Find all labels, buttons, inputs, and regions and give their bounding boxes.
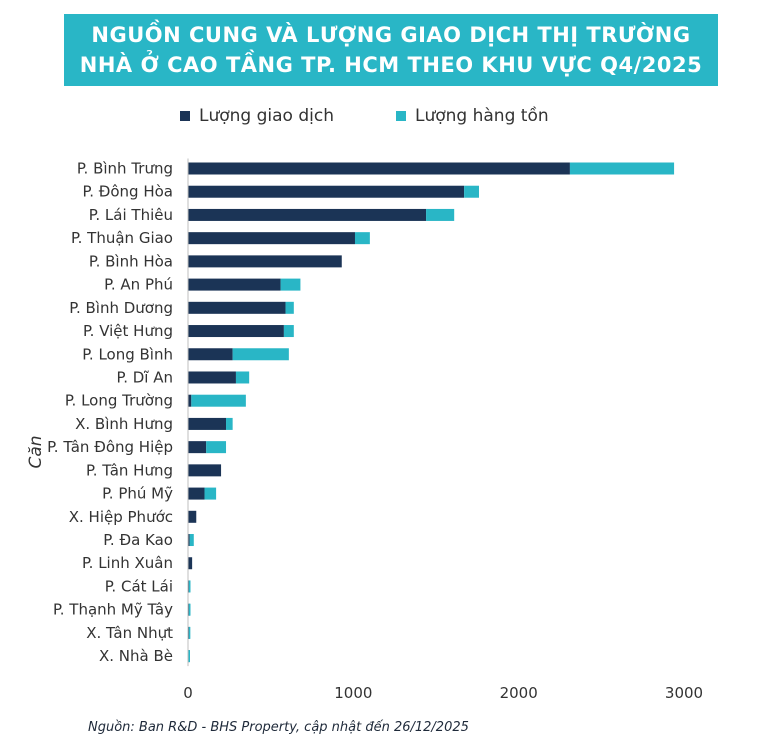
category-label: P. Phú Mỹ xyxy=(102,485,173,503)
bar-giao-dich xyxy=(188,278,281,291)
bar-giao-dich xyxy=(188,255,342,268)
bar-giao-dich xyxy=(188,325,284,338)
bar-giao-dich xyxy=(188,417,227,430)
x-tick-label: 1000 xyxy=(334,684,372,702)
bar-giao-dich xyxy=(188,348,233,361)
legend: Lượng giao dịch Lượng hàng tồn xyxy=(180,106,549,126)
bar-hang-ton xyxy=(354,232,370,245)
category-label: P. Tân Đông Hiệp xyxy=(47,438,173,456)
category-label: P. Bình Hòa xyxy=(89,252,173,270)
bar-giao-dich xyxy=(188,464,222,477)
category-label: P. Long Trường xyxy=(65,392,173,410)
bar-giao-dich xyxy=(188,162,570,175)
bar-giao-dich xyxy=(188,534,190,547)
category-label: P. Linh Xuân xyxy=(82,554,173,572)
bar-giao-dich xyxy=(188,371,236,384)
bar-hang-ton xyxy=(426,208,455,221)
bar-giao-dich xyxy=(188,510,197,523)
bar-hang-ton xyxy=(206,441,227,454)
category-label: X. Tân Nhựt xyxy=(86,624,173,642)
category-label: P. Thạnh Mỹ Tây xyxy=(53,601,173,619)
category-label: P. Thuận Giao xyxy=(71,229,173,247)
bar-giao-dich xyxy=(188,301,286,314)
bar-hang-ton xyxy=(235,371,250,384)
bar-hang-ton xyxy=(188,603,191,616)
bar-giao-dich xyxy=(188,487,205,500)
bar-hang-ton xyxy=(280,278,301,291)
category-label: P. An Phú xyxy=(104,276,173,294)
x-tick-label: 0 xyxy=(183,684,193,702)
category-label: P. Cát Lái xyxy=(105,577,173,595)
bar-hang-ton xyxy=(188,580,191,593)
bars-group xyxy=(188,162,675,663)
legend-item-giao-dich: Lượng giao dịch xyxy=(180,106,334,126)
category-label: P. Bình Dương xyxy=(69,299,173,317)
category-label: P. Tân Hưng xyxy=(86,461,173,479)
bar-hang-ton xyxy=(188,650,190,663)
bar-giao-dich xyxy=(188,232,355,245)
category-label: X. Hiệp Phước xyxy=(69,508,173,526)
category-label: X. Nhà Bè xyxy=(99,647,173,665)
bar-giao-dich xyxy=(188,557,193,570)
x-tick-label: 2000 xyxy=(500,684,538,702)
bar-hang-ton xyxy=(285,301,294,314)
y-axis-label: Căn xyxy=(26,435,46,468)
category-label: P. Lái Thiêu xyxy=(89,206,173,224)
bar-hang-ton xyxy=(283,325,294,338)
bar-giao-dich xyxy=(188,580,190,593)
legend-item-hang-ton: Lượng hàng tồn xyxy=(396,106,549,126)
category-label: P. Bình Trưng xyxy=(77,160,173,178)
bar-hang-ton xyxy=(232,348,289,361)
chart-title-line-2: NHÀ Ở CAO TẦNG TP. HCM THEO KHU VỰC Q4/2… xyxy=(79,53,703,77)
category-label: P. Đông Hòa xyxy=(83,183,174,201)
bar-giao-dich xyxy=(188,185,465,198)
legend-label-hang-ton: Lượng hàng tồn xyxy=(415,106,549,126)
legend-swatch-teal xyxy=(396,111,406,121)
bar-giao-dich xyxy=(188,603,190,616)
category-label: P. Long Bình xyxy=(82,345,173,363)
bar-hang-ton xyxy=(226,417,233,430)
category-label: X. Bình Hưng xyxy=(75,415,173,433)
bar-hang-ton xyxy=(204,487,217,500)
bar-hang-ton xyxy=(191,394,246,407)
chart-title-banner: NGUỒN CUNG VÀ LƯỢNG GIAO DỊCH THỊ TRƯỜNG… xyxy=(64,14,718,86)
x-axis-ticks: 0 1000 2000 3000 xyxy=(183,158,703,702)
category-label: P. Việt Hưng xyxy=(83,322,173,340)
chart-title-line-1: NGUỒN CUNG VÀ LƯỢNG GIAO DỊCH THỊ TRƯỜNG xyxy=(91,23,691,47)
category-labels: P. Bình Trưng P. Đông Hòa P. Lái Thiêu P. T… xyxy=(47,160,173,666)
bar-hang-ton xyxy=(569,162,675,175)
bar-giao-dich xyxy=(188,208,427,221)
x-tick-label: 3000 xyxy=(665,684,703,702)
legend-swatch-navy xyxy=(180,111,190,121)
source-note: Nguồn: Ban R&D - BHS Property, cập nhật … xyxy=(88,720,469,735)
category-label: P. Đa Kao xyxy=(103,531,173,549)
bar-giao-dich xyxy=(188,626,190,639)
bar-hang-ton xyxy=(464,185,479,198)
category-label: P. Dĩ An xyxy=(117,368,174,386)
legend-label-giao-dich: Lượng giao dịch xyxy=(199,106,334,126)
bar-hang-ton xyxy=(189,534,194,547)
bar-hang-ton xyxy=(188,626,191,639)
bar-giao-dich xyxy=(188,441,207,454)
bar-giao-dich xyxy=(188,394,192,407)
